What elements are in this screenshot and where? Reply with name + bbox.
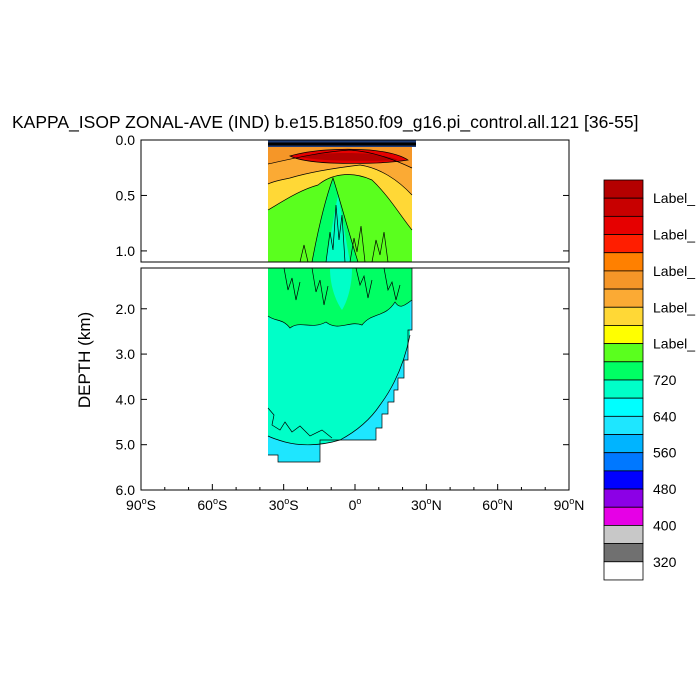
colorbar-box: [603, 379, 644, 399]
colorbar-box: [603, 343, 644, 363]
lower-panel-field: [267, 268, 413, 463]
x-tick-label: 0o: [349, 496, 362, 513]
colorbar-label: 640: [653, 408, 677, 424]
colorbar-box: [603, 288, 644, 308]
colorbar-box: [603, 361, 644, 381]
colorbar-label: 400: [653, 517, 677, 533]
colorbar-box: [603, 270, 644, 290]
x-tick-label: 30oN: [411, 496, 442, 513]
colorbar-label: 560: [653, 445, 677, 461]
y-tick-label: 3.0: [116, 346, 136, 362]
x-tick-label: 30oS: [269, 496, 299, 513]
colorbar-box: [603, 306, 644, 326]
upper-panel-frame: [140, 139, 570, 263]
chart-title: KAPPA_ISOP ZONAL-AVE (IND) b.e15.B1850.f…: [12, 112, 639, 132]
colorbar-label: 720: [653, 372, 677, 388]
y-tick-label: 6.0: [116, 482, 136, 498]
colorbar-box: [603, 506, 644, 526]
lower-y-axis: 2.0 3.0 4.0 5.0 6.0: [116, 301, 569, 498]
colorbar-label: Label_: [653, 190, 695, 206]
y-tick-label: 0.5: [116, 187, 136, 203]
colorbar-box: [603, 434, 644, 454]
colorbar-box: [603, 543, 644, 563]
x-tick-label: 60oN: [482, 496, 513, 513]
colorbar-box: [603, 561, 644, 581]
colorbar: Label_ Label_ Label_ Label_ Label_ 720 640 560 4…: [603, 179, 695, 581]
y-tick-label: 4.0: [116, 391, 136, 407]
colorbar-label: Label_: [653, 263, 695, 279]
y-axis-label: DEPTH (km): [75, 312, 94, 408]
colorbar-box: [603, 325, 644, 345]
colorbar-box: [603, 415, 644, 435]
colorbar-box: [603, 179, 644, 199]
colorbar-label: Label_: [653, 299, 695, 315]
y-tick-label: 0.0: [116, 132, 136, 148]
y-tick-label: 2.0: [116, 301, 136, 317]
colorbar-box: [603, 488, 644, 508]
x-tick-label: 90oS: [126, 496, 156, 513]
colorbar-box: [603, 234, 644, 254]
colorbar-label: 480: [653, 481, 677, 497]
y-tick-label: 5.0: [116, 437, 136, 453]
upper-y-axis: 0.0 0.5 1.0: [116, 132, 569, 259]
colorbar-box: [603, 215, 644, 235]
colorbar-box: [603, 197, 644, 217]
colorbar-box: [603, 452, 644, 472]
colorbar-box: [603, 252, 644, 272]
x-tick-label: 60oS: [197, 496, 227, 513]
colorbar-label: 320: [653, 554, 677, 570]
colorbar-box: [603, 525, 644, 544]
colorbar-box: [603, 470, 644, 490]
colorbar-label: Label_: [653, 227, 695, 243]
colorbar-box: [603, 397, 644, 417]
colorbar-label: Label_: [653, 336, 695, 352]
y-tick-label: 1.0: [116, 243, 136, 259]
upper-panel-field: [267, 140, 416, 262]
x-axis: 90oS 60oS 30oS 0o 30oN 60oN 90oN: [126, 484, 584, 513]
x-tick-label: 90oN: [554, 496, 585, 513]
